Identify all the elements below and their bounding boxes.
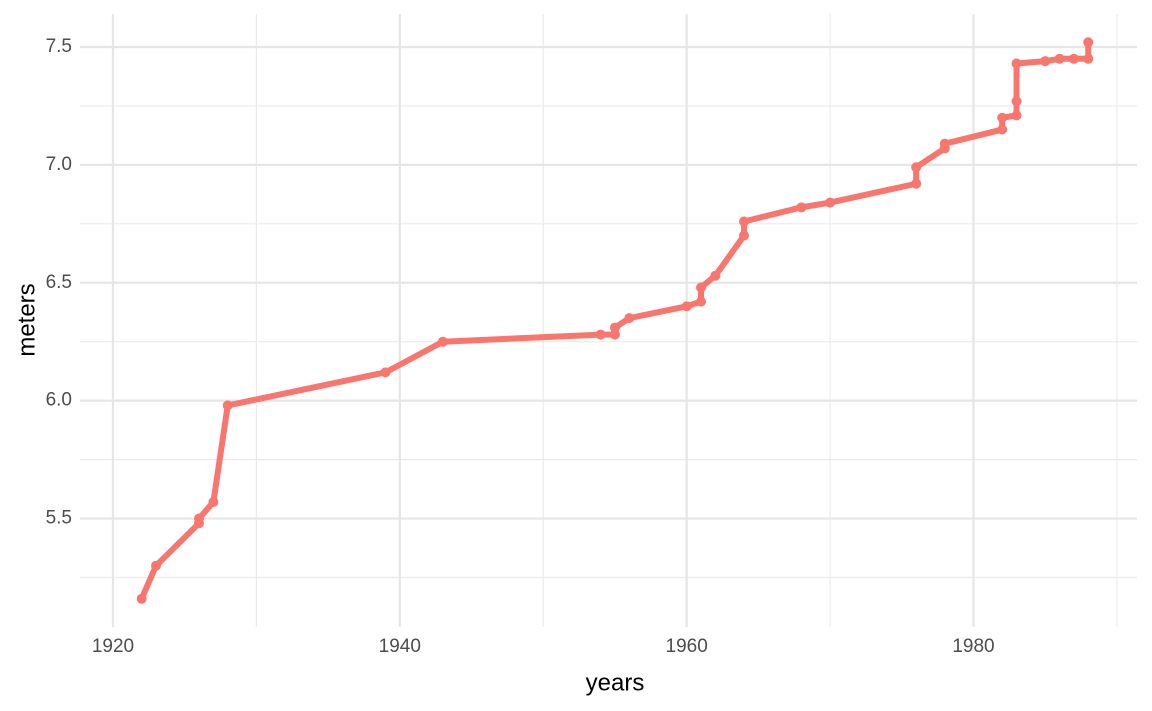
y-tick-label: 5.5: [46, 508, 72, 529]
y-tick-label: 6.0: [46, 390, 72, 411]
y-axis-title: meters: [13, 283, 40, 356]
point: [609, 329, 620, 340]
point: [796, 202, 807, 213]
y-tick-label: 7.0: [46, 154, 72, 175]
y-tick-label: 6.5: [46, 272, 72, 293]
point: [624, 313, 635, 324]
point: [911, 178, 922, 189]
point: [1011, 58, 1022, 69]
point: [825, 197, 836, 208]
point: [696, 282, 707, 293]
line: [138, 39, 1092, 602]
point: [939, 138, 950, 149]
point: [1068, 53, 1079, 64]
point: [681, 301, 692, 312]
point: [1040, 56, 1051, 67]
point: [1083, 53, 1094, 64]
point: [609, 322, 620, 333]
point: [997, 124, 1008, 135]
point: [911, 162, 922, 173]
x-tick-label: 1940: [379, 636, 421, 657]
point: [997, 112, 1008, 123]
point: [194, 513, 205, 524]
point: [739, 230, 750, 241]
point: [1011, 110, 1022, 121]
point: [696, 296, 707, 307]
point: [151, 560, 162, 571]
x-tick-label: 1920: [92, 636, 134, 657]
x-tick-label: 1980: [952, 636, 994, 657]
grid: [80, 14, 1137, 627]
point: [222, 400, 233, 411]
point: [710, 270, 721, 281]
point: [380, 367, 391, 378]
point: [437, 336, 448, 347]
point: [739, 216, 750, 227]
x-axis-title: years: [586, 669, 645, 696]
point: [1011, 96, 1022, 107]
y-tick-label: 7.5: [46, 36, 72, 57]
point: [1054, 53, 1065, 64]
point: [1083, 37, 1094, 48]
x-tick-label: 1960: [666, 636, 708, 657]
point: [208, 497, 219, 508]
point: [136, 593, 147, 604]
point: [595, 329, 606, 340]
